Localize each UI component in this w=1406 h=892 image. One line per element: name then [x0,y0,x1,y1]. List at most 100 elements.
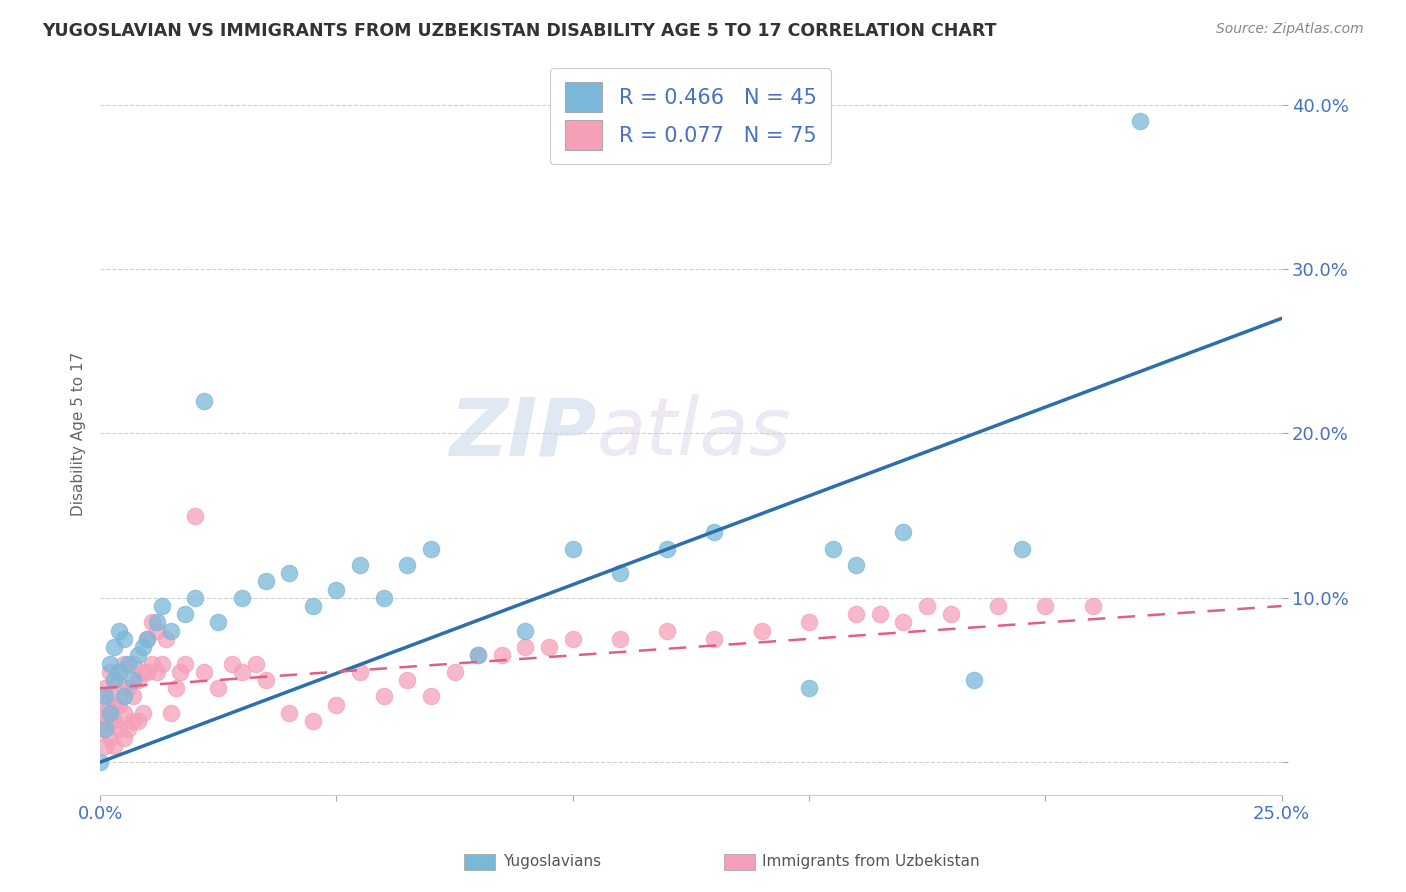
Point [127,648,149,663]
Point [141,657,163,671]
Point [117,681,139,696]
Point [538,640,561,654]
Point [89,723,111,737]
Point [89,706,111,720]
Point [122,690,145,704]
Point [419,541,441,556]
Point [112,681,135,696]
Text: ZIP: ZIP [449,394,596,473]
Text: Immigrants from Uzbekistan: Immigrants from Uzbekistan [762,855,980,869]
Point [174,607,197,622]
Point [131,706,153,720]
Point [987,599,1010,613]
Point [349,558,371,572]
Point [373,690,395,704]
Point [703,524,725,539]
Point [146,624,169,638]
Point [103,673,125,687]
Point [122,673,145,687]
Point [301,714,323,728]
Text: YUGOSLAVIAN VS IMMIGRANTS FROM UZBEKISTAN DISABILITY AGE 5 TO 17 CORRELATION CHA: YUGOSLAVIAN VS IMMIGRANTS FROM UZBEKISTA… [42,22,997,40]
Point [94,723,117,737]
Point [797,681,820,696]
Text: Source: ZipAtlas.com: Source: ZipAtlas.com [1216,22,1364,37]
Point [94,739,117,753]
Point [131,665,153,679]
Point [174,657,197,671]
Point [122,714,145,728]
Point [183,591,205,605]
Point [254,673,277,687]
Point [136,665,159,679]
Point [467,648,489,663]
Point [193,393,215,408]
Point [231,591,253,605]
Point [108,723,131,737]
Point [108,665,131,679]
Point [112,690,135,704]
Point [98,706,121,720]
Point [160,706,183,720]
Point [221,657,243,671]
Point [112,706,135,720]
Legend: R = 0.466   N = 45, R = 0.077   N = 75: R = 0.466 N = 45, R = 0.077 N = 75 [550,68,831,164]
Point [325,698,347,712]
Point [103,673,125,687]
Point [98,657,121,671]
Point [845,558,868,572]
Point [657,624,679,638]
Point [1011,541,1033,556]
Point [561,632,583,646]
Point [112,657,135,671]
Point [657,541,679,556]
Point [939,607,962,622]
Point [94,714,117,728]
Point [136,632,159,646]
Point [278,706,301,720]
Point [98,731,121,745]
Text: atlas: atlas [596,394,792,473]
Point [131,640,153,654]
Point [193,665,215,679]
Point [609,566,631,581]
Point [136,632,159,646]
Point [117,657,139,671]
Point [155,632,177,646]
Point [419,690,441,704]
Point [98,665,121,679]
Point [609,632,631,646]
Point [491,648,513,663]
Point [893,524,915,539]
Point [207,681,229,696]
Point [117,723,139,737]
Point [98,714,121,728]
Point [467,648,489,663]
Point [165,681,187,696]
Point [1033,599,1056,613]
Point [141,615,163,630]
Point [108,624,131,638]
Point [103,739,125,753]
Point [231,665,253,679]
Point [869,607,891,622]
Point [325,582,347,597]
Point [146,615,169,630]
Point [127,673,149,687]
Point [797,615,820,630]
Point [254,574,277,589]
Point [103,714,125,728]
Point [751,624,773,638]
Point [373,591,395,605]
Point [893,615,915,630]
Y-axis label: Disability Age 5 to 17: Disability Age 5 to 17 [72,351,86,516]
Point [301,599,323,613]
Point [515,640,537,654]
Text: Yugoslavians: Yugoslavians [503,855,602,869]
Point [349,665,371,679]
Point [1081,599,1104,613]
Point [94,698,117,712]
Point [112,731,135,745]
Point [94,690,117,704]
Point [183,508,205,523]
Point [1129,114,1152,128]
